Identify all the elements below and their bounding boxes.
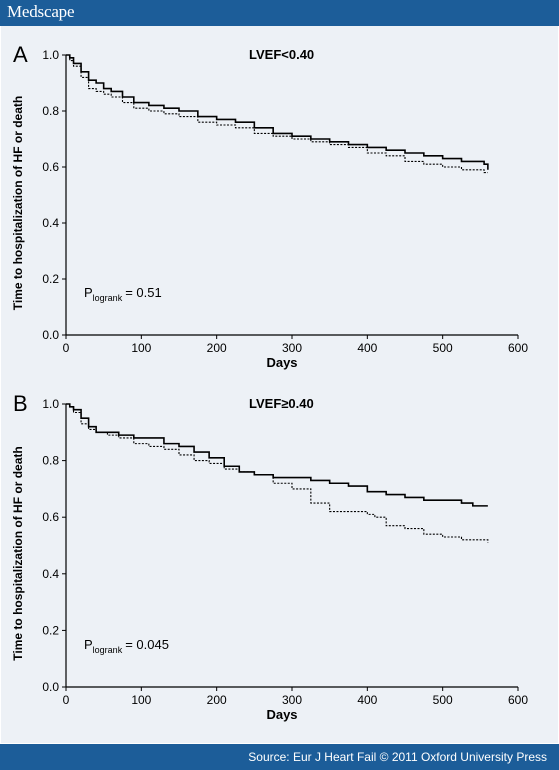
series-line-solid: [66, 403, 488, 507]
y-axis-label: Time to hospitalization of HF or death: [11, 446, 25, 660]
y-tick-label: 0.0: [42, 328, 59, 342]
p-symbol: P: [84, 637, 93, 652]
p-value-annotation: Plogrank = 0.045: [84, 637, 169, 655]
chart-title: LVEF≥0.40: [249, 396, 314, 411]
p-subscript: logrank: [93, 293, 123, 303]
p-value-annotation: Plogrank = 0.51: [84, 285, 162, 303]
x-tick-label: 400: [357, 693, 377, 707]
chart-panel-a: A 0.0 0.2 0.4 0.6 0.8 1.0 0 100 200 300 400 500 600 Da…: [11, 42, 528, 370]
y-tick-label: 0.8: [42, 104, 59, 118]
y-tick-label: 0.4: [42, 567, 59, 581]
y-tick-label: 0.6: [42, 510, 59, 524]
panel-label: A: [13, 42, 28, 67]
p-subscript: logrank: [93, 645, 123, 655]
series-line-dashed: [66, 403, 489, 543]
chart-panel-b: B 0.0 0.2 0.4 0.6 0.8 1.0 0 100 200 300 400 500 600 Da…: [11, 391, 528, 722]
y-tick-label: 0.4: [42, 216, 59, 230]
x-tick-label: 100: [131, 693, 151, 707]
figure-charts: A 0.0 0.2 0.4 0.6 0.8 1.0 0 100 200 300 400 500 600 Da…: [11, 42, 528, 722]
y-tick-label: 0.2: [42, 272, 59, 286]
series-line-solid: [66, 54, 489, 170]
x-tick-label: 300: [282, 693, 302, 707]
y-tick-label: 0.8: [42, 454, 59, 468]
x-axis-label: Days: [266, 355, 297, 370]
x-axis-label: Days: [266, 707, 297, 722]
y-tick-label: 0.0: [42, 680, 59, 694]
source-citation: Source: Eur J Heart Fail © 2011 Oxford U…: [248, 750, 547, 764]
y-tick-label: 0.2: [42, 623, 59, 637]
x-tick-label: 500: [433, 693, 453, 707]
y-tick-label: 0.6: [42, 160, 59, 174]
x-tick-label: 0: [63, 341, 70, 355]
footer-bar: Source: Eur J Heart Fail © 2011 Oxford U…: [0, 744, 559, 770]
series-line-dashed: [66, 54, 488, 174]
p-symbol: P: [84, 285, 93, 300]
p-value: = 0.51: [125, 285, 162, 300]
panel-label: B: [13, 391, 28, 416]
y-tick-label: 1.0: [42, 48, 59, 62]
x-tick-label: 500: [433, 341, 453, 355]
x-tick-label: 200: [207, 693, 227, 707]
y-tick-label: 1.0: [42, 397, 59, 411]
header-bar: Medscape: [0, 0, 559, 26]
brand-logo: Medscape: [7, 2, 75, 21]
p-value: = 0.045: [125, 637, 169, 652]
x-tick-label: 100: [131, 341, 151, 355]
x-tick-label: 600: [508, 693, 528, 707]
x-tick-label: 200: [207, 341, 227, 355]
x-tick-label: 400: [357, 341, 377, 355]
x-tick-label: 300: [282, 341, 302, 355]
y-axis-label: Time to hospitalization of HF or death: [11, 96, 25, 310]
figure-panel: [1, 26, 558, 743]
x-tick-label: 600: [508, 341, 528, 355]
chart-title: LVEF<0.40: [249, 47, 314, 62]
x-tick-label: 0: [63, 693, 70, 707]
